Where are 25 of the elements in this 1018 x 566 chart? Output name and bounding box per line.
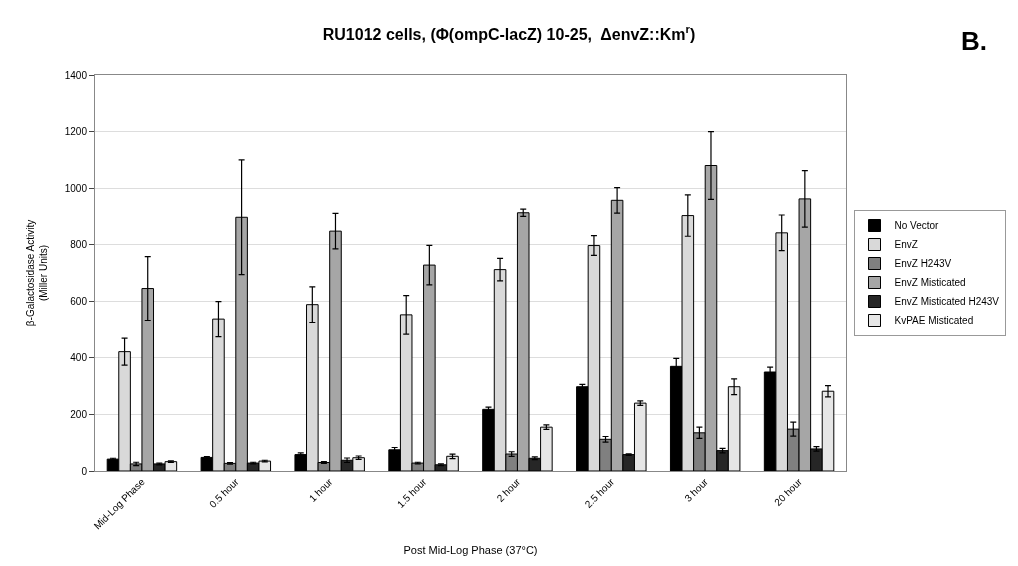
- chart-title: RU1012 cells, (Φ(ompC-lacZ) 10-25, ΔenvZ::Km$^{r}$): [322, 22, 696, 43]
- legend-label: EnvZ Misticated H243V: [894, 296, 1000, 308]
- x-tick-label: 1 hour: [306, 475, 336, 504]
- x-tick-label: 1.5 hour: [394, 475, 429, 510]
- x-tick-label: 2 hour: [494, 475, 523, 504]
- y-axis-title: β-Galactosidase Activity (Miller Units): [24, 219, 49, 327]
- legend-label: KvPAE Misticated: [894, 315, 974, 327]
- legend-label: EnvZ: [894, 239, 918, 251]
- x-tick-label: 3 hour: [682, 475, 711, 504]
- legend-label: No Vector: [894, 220, 940, 232]
- y-tick-label: 0: [81, 465, 88, 477]
- y-tick-label: 1200: [64, 126, 88, 138]
- x-tick-label: 20 hour: [772, 475, 805, 508]
- y-tick-label: 1000: [64, 182, 88, 194]
- y-tick-label: 400: [70, 352, 88, 364]
- x-tick-label: 2.5 hour: [582, 475, 617, 510]
- text: B.: [961, 26, 987, 56]
- y-tick-label: 1400: [64, 69, 88, 81]
- y-tick-label: 800: [70, 239, 88, 251]
- y-tick-label: 600: [70, 295, 88, 307]
- legend-label: EnvZ Misticated: [894, 277, 966, 289]
- x-axis-title: Post Mid-Log Phase (37°C): [403, 543, 538, 556]
- y-tick-label: 200: [70, 408, 88, 420]
- legend-label: EnvZ H243V: [894, 258, 952, 270]
- x-tick-label: 0.5 hour: [207, 475, 242, 510]
